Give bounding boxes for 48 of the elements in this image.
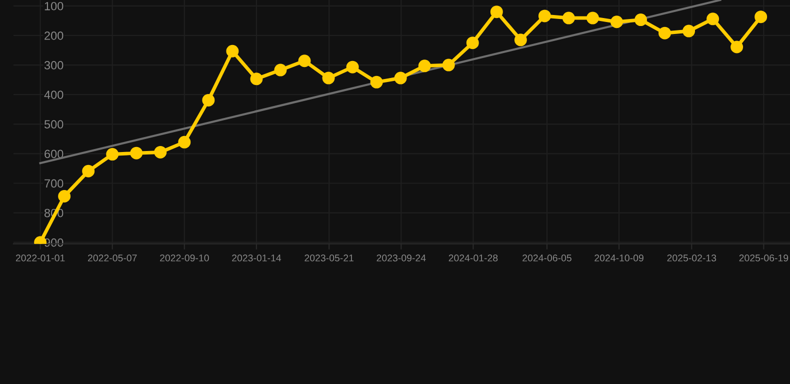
point: [586, 12, 599, 24]
point: [322, 72, 335, 84]
point: [418, 60, 431, 72]
point: [658, 26, 672, 40]
point: [682, 24, 696, 38]
y-tick-label: 200: [44, 32, 64, 40]
point: [562, 12, 575, 24]
x-tick-label: 2024-10-09: [594, 254, 644, 262]
y-tick-label: 400: [44, 90, 64, 99]
point: [634, 14, 647, 26]
x-tick-label: 2023-05-21: [304, 254, 354, 262]
point: [106, 148, 119, 161]
point: [442, 58, 455, 72]
y-tick-label: 700: [44, 179, 64, 188]
point: [274, 64, 287, 76]
point: [610, 16, 623, 28]
point: [298, 54, 311, 68]
point: [514, 34, 527, 46]
point: [178, 136, 191, 148]
point: [394, 72, 407, 84]
y-tick-label: 300: [44, 61, 64, 70]
x-tick-label: 2022-01-01: [16, 254, 65, 262]
point: [58, 190, 71, 203]
point: [706, 12, 720, 26]
y-tick-label: 600: [44, 150, 64, 158]
x-tick-label: 2024-06-05: [522, 254, 572, 262]
point: [82, 164, 95, 178]
y-tick-label: 100: [44, 2, 64, 10]
y-tick-label: 500: [44, 120, 64, 129]
point: [226, 44, 239, 58]
point: [730, 40, 744, 54]
point: [466, 36, 479, 50]
point: [538, 10, 551, 22]
x-tick-label: 2022-09-10: [160, 254, 209, 262]
x-tick-label: 2024-01-28: [448, 254, 498, 262]
point: [130, 146, 143, 160]
x-tick-label: 2022-05-07: [88, 254, 137, 262]
x-tick-label: 2025-06-19: [739, 254, 788, 262]
point: [754, 10, 768, 24]
x-tick-label: 2023-09-24: [376, 254, 426, 262]
point: [202, 94, 215, 106]
x-tick-label: 2023-01-14: [232, 254, 282, 262]
point: [346, 60, 359, 74]
point: [370, 76, 383, 88]
point: [250, 72, 263, 86]
point: [490, 6, 503, 18]
point: [154, 146, 167, 158]
x-tick-label: 2025-02-13: [667, 254, 716, 262]
